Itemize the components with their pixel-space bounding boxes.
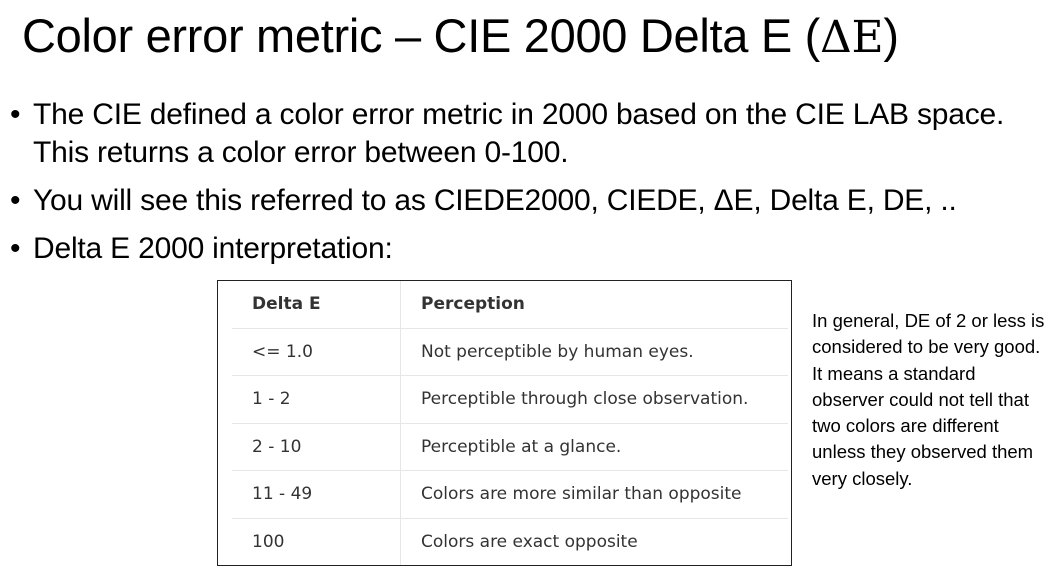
table-row: 2 - 10 Perceptible at a glance. <box>232 423 788 471</box>
delta-e-value: 100 <box>232 518 401 565</box>
table-row: 11 - 49 Colors are more similar than opp… <box>232 470 788 519</box>
perception-value: Colors are exact opposite <box>421 531 638 552</box>
delta-e-value: 2 - 10 <box>232 423 401 471</box>
table-row: 1 - 2 Perceptible through close observat… <box>232 375 788 424</box>
bullet-dot-icon: • <box>10 232 21 265</box>
bullet-item: • You will see this referred to as CIEDE… <box>10 182 1040 220</box>
interpretation-table: Delta E Perception <= 1.0 Not perceptibl… <box>232 281 788 565</box>
perception-value: Perceptible at a glance. <box>400 423 788 471</box>
bullet-text: The CIE defined a color error metric in … <box>33 98 1005 169</box>
bullet-dot-icon: • <box>10 184 21 217</box>
title-text: Color error metric – CIE 2000 Delta E ( <box>22 9 821 62</box>
delta-e-symbol: ΔE <box>820 12 884 63</box>
perception-value: Perceptible through close observation. <box>400 375 788 424</box>
title-close-paren: ) <box>883 9 899 62</box>
bullet-list: • The CIE defined a color error metric i… <box>10 96 1040 278</box>
header-perception: Perception <box>400 281 788 329</box>
bullet-item: • The CIE defined a color error metric i… <box>10 96 1040 172</box>
bullet-text: You will see this referred to as CIEDE20… <box>33 184 957 217</box>
side-note: In general, DE of 2 or less is considere… <box>812 310 1045 489</box>
delta-e-value: 1 - 2 <box>232 375 401 424</box>
bullet-item: • Delta E 2000 interpretation: <box>10 230 1040 268</box>
perception-value: Colors are more similar than opposite <box>400 470 788 519</box>
table-header-row: Delta E Perception <box>232 281 788 329</box>
slide-title: Color error metric – CIE 2000 Delta E (Δ… <box>22 6 899 68</box>
bullet-dot-icon: • <box>10 98 21 131</box>
interpretation-table-frame: Delta E Perception <= 1.0 Not perceptibl… <box>217 280 792 566</box>
header-delta-e: Delta E <box>232 281 401 329</box>
table-row: <= 1.0 Not perceptible by human eyes. <box>232 328 788 376</box>
bullet-text: Delta E 2000 interpretation: <box>33 232 393 265</box>
delta-e-value: <= 1.0 <box>232 328 401 376</box>
perception-value: Not perceptible by human eyes. <box>400 328 788 376</box>
delta-e-value: 11 - 49 <box>232 470 401 519</box>
table-row: 100 Colors are exact opposite <box>232 518 788 565</box>
